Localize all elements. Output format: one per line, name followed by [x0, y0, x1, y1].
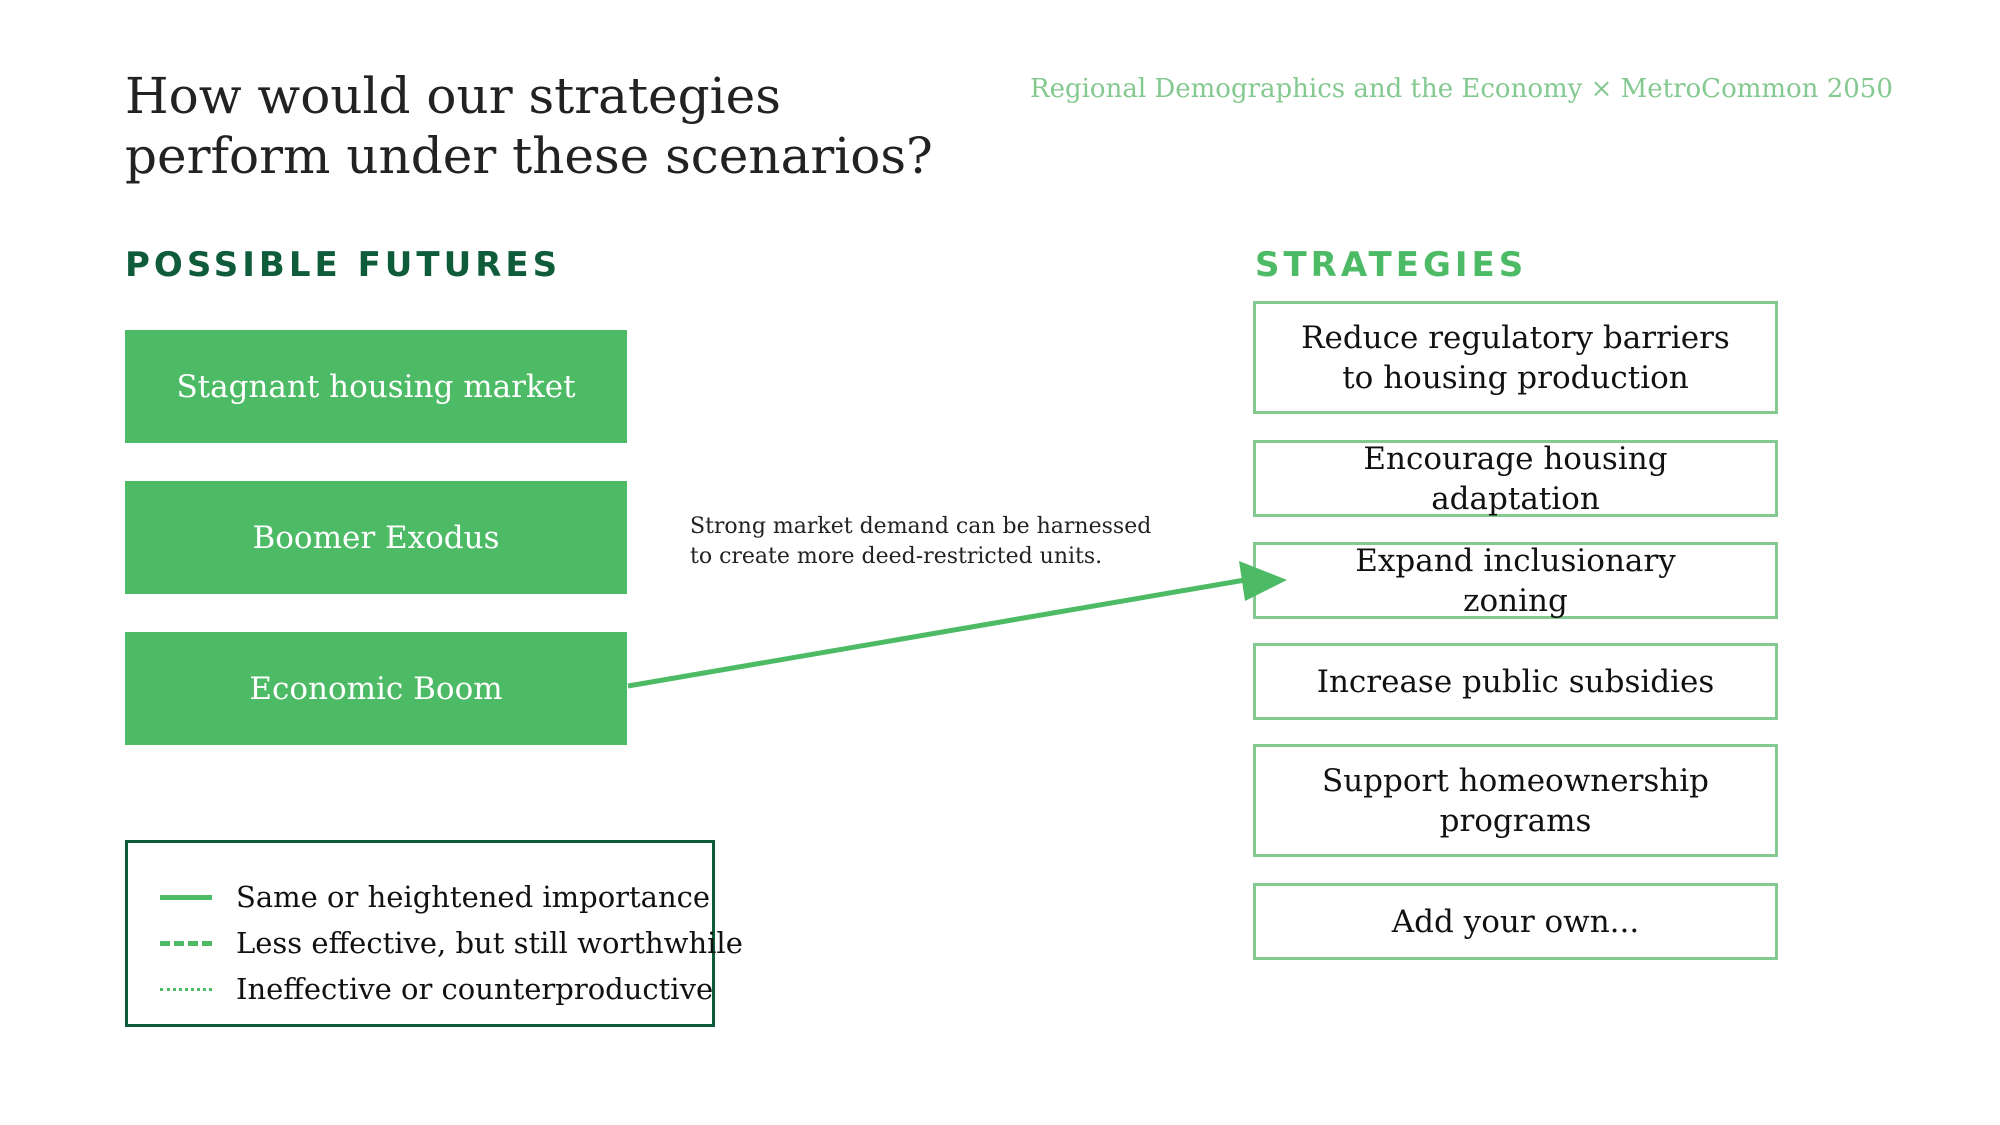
legend-label: Ineffective or counterproductive [236, 972, 714, 1006]
strategy-label: Expand inclusionary zoning [1355, 542, 1676, 619]
arrowhead-icon [1239, 561, 1287, 601]
possible-futures-heading: POSSIBLE FUTURES [125, 245, 562, 285]
strategy-encourage-housing-adaptation[interactable]: Encourage housing adaptation [1253, 440, 1778, 517]
legend-label: Same or heightened importance [236, 880, 711, 914]
legend-item-dotted: Ineffective or counterproductive [160, 969, 713, 1009]
dotted-line-icon [160, 987, 212, 991]
strategy-add-your-own[interactable]: Add your own... [1253, 883, 1778, 960]
legend-item-solid: Same or heightened importance [160, 877, 710, 917]
strategy-label: Add your own... [1391, 903, 1640, 940]
future-stagnant-housing-market[interactable]: Stagnant housing market [125, 330, 627, 443]
dashed-line-icon [160, 940, 212, 946]
strategy-label: Encourage housing adaptation [1363, 440, 1668, 517]
page-title: How would our strategies perform under t… [125, 67, 933, 185]
solid-line-icon [160, 894, 212, 900]
strategies-heading: STRATEGIES [1255, 245, 1528, 285]
strategy-label: Increase public subsidies [1316, 663, 1715, 700]
future-boomer-exodus[interactable]: Boomer Exodus [125, 481, 627, 594]
connector-line-economic-boom-to-inclusionary-zoning [627, 577, 1246, 689]
legend-label: Less effective, but still worthwhile [236, 926, 743, 960]
strategy-reduce-regulatory-barriers[interactable]: Reduce regulatory barriers to housing pr… [1253, 301, 1778, 414]
strategy-increase-public-subsidies[interactable]: Increase public subsidies [1253, 643, 1778, 720]
future-economic-boom[interactable]: Economic Boom [125, 632, 627, 745]
connection-annotation: Strong market demand can be harnessed to… [690, 514, 1152, 569]
legend-item-dashed: Less effective, but still worthwhile [160, 923, 743, 963]
strategy-support-homeownership-programs[interactable]: Support homeownership programs [1253, 744, 1778, 857]
strategy-label: Support homeownership programs [1321, 762, 1709, 839]
legend: Same or heightened importance Less effec… [125, 840, 743, 1027]
page-subtitle: Regional Demographics and the Economy × … [1030, 74, 1893, 104]
strategy-expand-inclusionary-zoning[interactable]: Expand inclusionary zoning [1253, 542, 1778, 619]
strategy-label: Reduce regulatory barriers to housing pr… [1301, 319, 1730, 396]
